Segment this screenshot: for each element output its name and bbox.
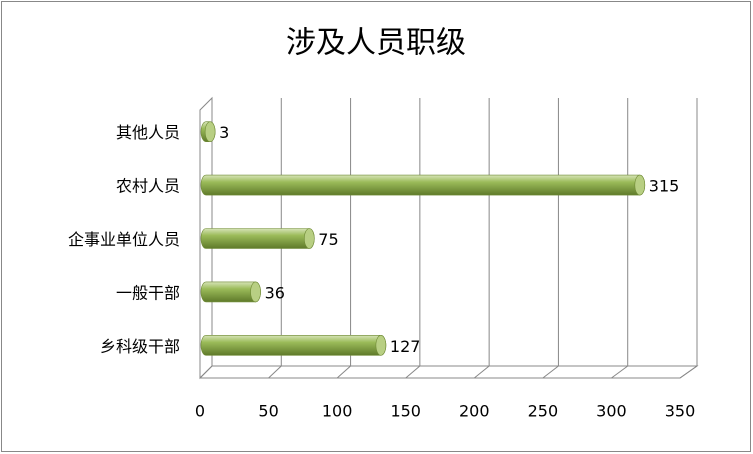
x-tick-label: 100 <box>322 402 353 421</box>
bar-cap <box>634 174 646 196</box>
x-tick-label: 150 <box>390 402 421 421</box>
value-label: 75 <box>318 230 338 249</box>
x-tick-label: 200 <box>459 402 490 421</box>
x-tick-label: 350 <box>665 402 696 421</box>
value-label: 36 <box>265 283 285 302</box>
y-tick-label: 乡科级干部 <box>100 337 180 356</box>
y-tick-label: 其他人员 <box>116 123 180 142</box>
y-tick-label: 农村人员 <box>116 177 180 196</box>
bar <box>200 228 315 249</box>
bar <box>200 174 646 196</box>
bar-cap <box>204 121 216 142</box>
bar <box>200 335 387 356</box>
x-tick-label: 0 <box>195 402 205 421</box>
x-tick-label: 250 <box>528 402 559 421</box>
x-tick-label: 300 <box>596 402 627 421</box>
bar-cap <box>303 228 315 249</box>
chart-title: 涉及人员职级 <box>286 26 466 61</box>
value-label: 127 <box>390 337 421 356</box>
grid-line <box>679 98 698 379</box>
y-tick-label: 一般干部 <box>116 283 180 302</box>
bar-cap <box>375 334 387 356</box>
x-tick-label: 50 <box>258 402 278 421</box>
value-label: 3 <box>219 123 229 142</box>
y-tick-label: 企事业单位人员 <box>68 230 180 249</box>
value-label: 315 <box>649 177 680 196</box>
bar-cap <box>250 281 261 303</box>
